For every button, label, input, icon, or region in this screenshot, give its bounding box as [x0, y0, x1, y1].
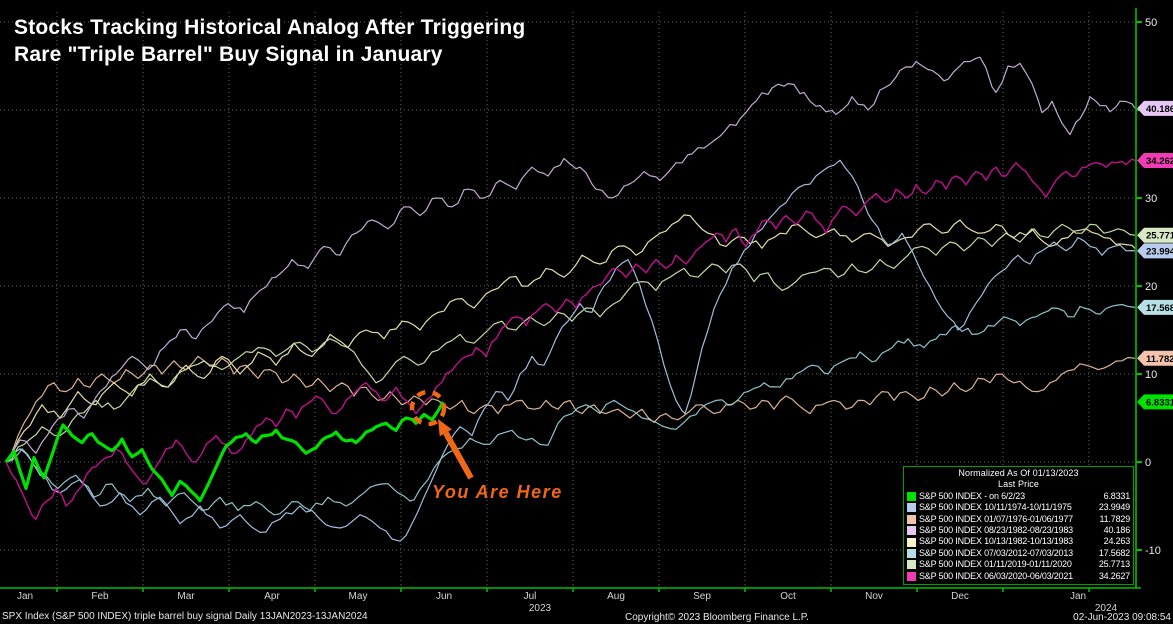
legend-series-value: 24.263 [1103, 536, 1131, 547]
security-description: SPX Index (S&P 500 INDEX) triple barrel … [2, 611, 368, 622]
last-price-badge [1137, 243, 1173, 259]
legend-row: S&P 500 INDEX - on 6/2/23 6.8331 [907, 491, 1130, 502]
last-price-badge-text: 25.7713 [1146, 231, 1173, 242]
y-axis-tick-label: 10 [1145, 369, 1157, 381]
last-price-badge [1137, 100, 1173, 116]
legend-swatch [907, 560, 916, 570]
legend-series-value: 17.5682 [1098, 547, 1130, 558]
x-axis-month-label: Mar [177, 591, 195, 602]
legend-series-label: S&P 500 INDEX - on 6/2/23 [919, 490, 1025, 501]
x-axis-month-label: Dec [951, 591, 969, 602]
last-price-badge-text: 17.5682 [1146, 303, 1173, 314]
legend-series-label: S&P 500 INDEX 10/11/1974-10/11/1975 [919, 502, 1072, 513]
legend-series-value: 34.2627 [1098, 570, 1130, 581]
x-axis-month-label: Sep [693, 591, 711, 602]
legend-rows: S&P 500 INDEX - on 6/2/23 6.8331 S&P 500 I… [907, 491, 1130, 582]
x-axis-month-label: Apr [264, 591, 280, 602]
x-axis-month-label: Jan [17, 591, 33, 602]
series-line [5, 355, 1136, 463]
last-price-badge-text: 40.186 [1146, 104, 1173, 115]
last-price-badge [1137, 227, 1173, 243]
legend-swatch [907, 526, 916, 536]
last-price-badge [1137, 152, 1173, 168]
x-axis-month-label: Nov [865, 591, 883, 602]
legend-series-label: S&P 500 INDEX 10/13/1982-10/13/1983 [919, 536, 1073, 547]
legend-swatch [907, 549, 916, 559]
x-axis-year-label: 2024 [1095, 603, 1118, 614]
copyright-text: Copyright© 2023 Bloomberg Finance L.P. [625, 612, 809, 623]
legend-swatch [907, 514, 916, 524]
legend-series-label: S&P 500 INDEX 08/23/1982-08/23/1983 [919, 525, 1073, 536]
legend-series-label: S&P 500 INDEX 07/03/2012-07/03/2013 [919, 547, 1073, 558]
series-line [5, 303, 1136, 516]
you-are-here-circle [409, 389, 447, 427]
legend-row: S&P 500 INDEX 01/11/2019-01/11/2020 25.77… [907, 559, 1130, 570]
last-price-badge [1137, 299, 1173, 315]
y-axis-tick-label: 50 [1145, 17, 1157, 29]
last-price-badge-text: 11.7829 [1146, 354, 1173, 365]
series-line [4, 401, 445, 503]
series-line [5, 159, 1136, 542]
legend-row: S&P 500 INDEX 08/23/1982-08/23/1983 40.18… [907, 525, 1130, 536]
legend-series-value: 23.9949 [1098, 502, 1130, 513]
x-axis-month-label: May [349, 591, 368, 602]
series-line [5, 214, 1136, 463]
y-axis-tick-label: -10 [1145, 545, 1161, 557]
legend-box: Normalized As Of 01/13/2023 Last Price S… [903, 466, 1134, 586]
you-are-here-arrow-head [438, 419, 452, 437]
you-are-here-arrow-shaft [443, 431, 474, 480]
x-axis-month-label: Jan [1070, 591, 1086, 602]
last-price-badge-text: 34.2627 [1146, 156, 1173, 167]
terminal-timestamp: 02-Jun-2023 09:08:54 [1073, 612, 1171, 623]
you-are-here-annotation: You Are Here [432, 482, 563, 502]
series-line [5, 158, 1136, 520]
legend-row: S&P 500 INDEX 10/11/1974-10/11/1975 23.99… [907, 502, 1130, 513]
legend-last-price-header: Last Price [997, 479, 1040, 490]
legend-row: S&P 500 INDEX 07/03/2012-07/03/2013 17.56… [907, 548, 1130, 559]
legend-series-label: S&P 500 INDEX 06/03/2020-06/03/2021 [919, 570, 1073, 581]
x-axis-month-label: Aug [607, 591, 625, 602]
last-price-badge [1137, 394, 1173, 410]
x-axis-month-label: Feb [91, 591, 109, 602]
legend-row: S&P 500 INDEX 06/03/2020-06/03/2021 34.26… [907, 571, 1130, 582]
legend-swatch [907, 571, 916, 581]
legend-swatch [907, 503, 916, 513]
x-axis-month-label: Oct [780, 591, 796, 602]
last-price-badge-text: 6.8331 [1146, 397, 1173, 408]
series-line [5, 223, 1136, 463]
x-axis-year-label: 2023 [529, 603, 552, 614]
legend-swatch [907, 492, 916, 502]
legend-swatch [907, 537, 916, 547]
last-price-badge [1137, 350, 1173, 366]
legend-series-value: 25.7713 [1098, 559, 1130, 570]
x-axis-month-label: Jul [524, 591, 537, 602]
legend-row: S&P 500 INDEX 10/13/1982-10/13/1983 24.26… [907, 536, 1130, 547]
last-price-badge-text: 23.9949 [1146, 246, 1173, 257]
legend-series-value: 11.7829 [1099, 513, 1131, 524]
series-line [5, 56, 1136, 463]
y-axis-tick-label: 30 [1145, 193, 1157, 205]
legend-series-label: S&P 500 INDEX 01/07/1976-01/06/1977 [919, 513, 1073, 524]
chart-title: Stocks Tracking Historical Analog After … [14, 14, 525, 68]
y-axis-tick-label: 20 [1145, 281, 1157, 293]
legend-normalized-note: Normalized As Of 01/13/2023 [958, 468, 1079, 478]
chart-title-line2: Rare "Triple Barrel" Buy Signal in Janua… [14, 43, 443, 66]
x-axis-month-label: Jun [436, 591, 452, 602]
chart-title-line1: Stocks Tracking Historical Analog After … [14, 16, 526, 39]
legend-row: S&P 500 INDEX 01/07/1976-01/06/1977 11.78… [907, 514, 1130, 525]
y-axis-tick-label: 0 [1145, 457, 1151, 469]
legend-series-label: S&P 500 INDEX 01/11/2019-01/11/2020 [919, 559, 1072, 570]
legend-series-value: 40.186 [1103, 525, 1131, 536]
legend-series-value: 6.8331 [1103, 490, 1131, 501]
